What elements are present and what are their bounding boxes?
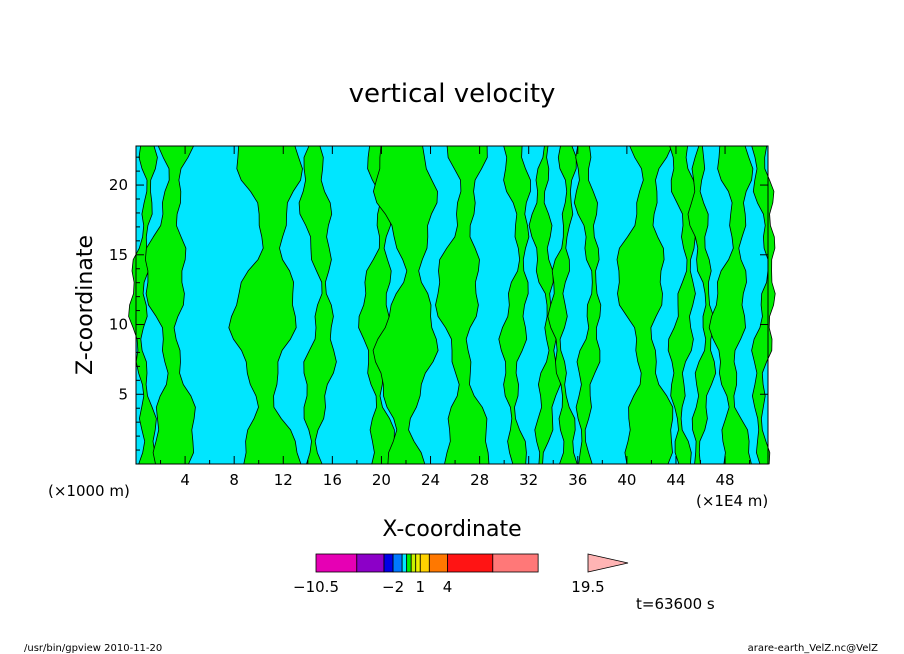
colorbar-label: 19.5 xyxy=(571,578,604,596)
y-tick-label: 15 xyxy=(109,246,128,264)
colorbar xyxy=(315,553,629,573)
x-tick-label: 44 xyxy=(666,471,685,489)
colorbar-label: −2 xyxy=(382,578,404,596)
positive-velocity-regions xyxy=(128,145,776,465)
time-label: t=63600 s xyxy=(636,595,715,613)
y-axis-ticks: 5 10 15 20 xyxy=(109,156,768,451)
colorbar-overflow-arrow xyxy=(587,553,629,573)
colorbar-label: 4 xyxy=(443,578,453,596)
y-tick-label: 20 xyxy=(109,176,128,194)
x-tick-label: 4 xyxy=(180,471,190,489)
colorbar-segment xyxy=(492,553,539,573)
colorbar-segment xyxy=(356,553,385,573)
colorbar-segment xyxy=(447,553,494,573)
x-tick-label: 20 xyxy=(372,471,391,489)
y-axis-title: Z-coordinate xyxy=(73,235,98,375)
x-tick-label: 8 xyxy=(229,471,239,489)
footer-right: arare-earth_VelZ.nc@VelZ xyxy=(748,643,879,654)
colorbar-labels: −10.5 −2 1 4 19.5 xyxy=(293,578,605,596)
x-scale-right-label: (×1E4 m) xyxy=(696,492,768,510)
x-tick-label: 16 xyxy=(323,471,342,489)
footer-left: /usr/bin/gpview 2010-11-20 xyxy=(24,643,162,654)
plot-area xyxy=(128,145,776,465)
chart-title: vertical velocity xyxy=(349,79,556,109)
colorbar-segment xyxy=(392,553,403,573)
y-tick-label: 5 xyxy=(118,385,128,403)
x-tick-label: 40 xyxy=(617,471,636,489)
colorbar-segment xyxy=(401,553,408,573)
colorbar-label: −10.5 xyxy=(293,578,339,596)
colorbar-segment xyxy=(419,553,430,573)
colorbar-segment xyxy=(410,553,417,573)
colorbar-segment xyxy=(406,553,412,573)
colorbar-segment xyxy=(315,553,358,573)
x-tick-label: 12 xyxy=(274,471,293,489)
x-tick-label: 32 xyxy=(519,471,538,489)
x-axis-ticks: 4 8 12 16 20 24 28 32 36 40 44 48 xyxy=(160,146,751,489)
x-axis-title: X-coordinate xyxy=(382,517,521,542)
x-tick-label: 36 xyxy=(568,471,587,489)
colorbar-segment xyxy=(383,553,394,573)
colorbar-segment xyxy=(415,553,421,573)
x-scale-left-label: (×1000 m) xyxy=(48,482,130,500)
x-tick-label: 28 xyxy=(470,471,489,489)
plot-frame xyxy=(135,145,769,465)
colorbar-segment xyxy=(428,553,448,573)
x-tick-label: 48 xyxy=(716,471,735,489)
y-tick-label: 10 xyxy=(109,316,128,334)
x-tick-label: 24 xyxy=(421,471,440,489)
colorbar-label: 1 xyxy=(415,578,425,596)
